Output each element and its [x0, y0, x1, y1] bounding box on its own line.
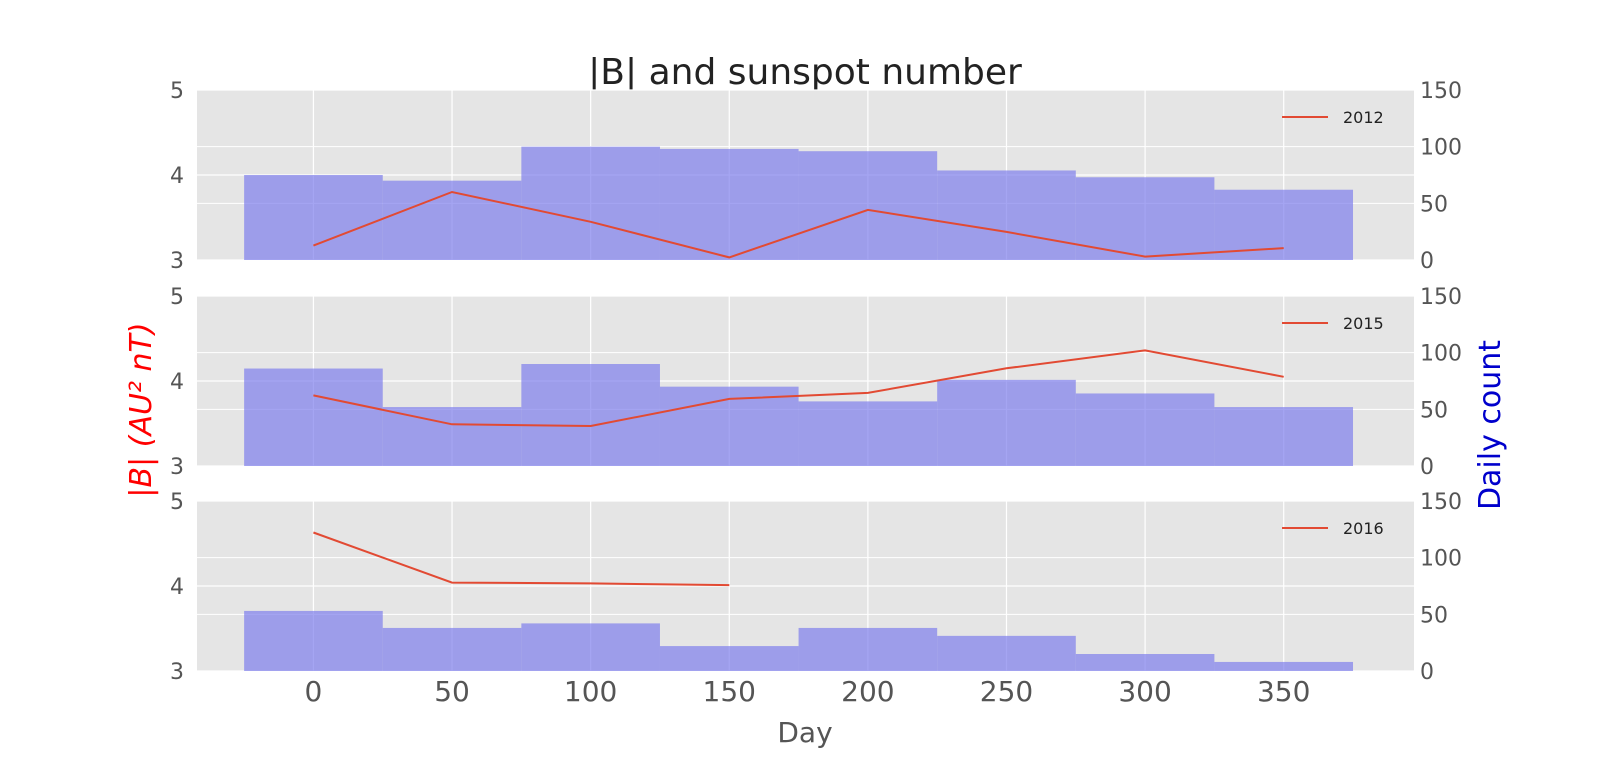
- right-tick-label: 150: [1420, 490, 1462, 515]
- bar-2012-4: [798, 151, 938, 260]
- right-tick-label: 150: [1420, 79, 1462, 104]
- left-y-axis-label: |B| (AU² nT): [124, 322, 159, 497]
- bar-2012-0: [244, 175, 383, 260]
- left-tick-label: 4: [170, 164, 184, 189]
- line-series-2015: [313, 349, 1284, 428]
- right-tick-label: 100: [1420, 136, 1462, 161]
- legend-label-2012: 2012: [1343, 108, 1384, 127]
- bar-2012-2: [521, 146, 660, 260]
- x-tick-label: 0: [305, 675, 323, 708]
- chart-panels: 3450501001502012345050100150201534505010…: [170, 79, 1462, 708]
- x-tick-label: 100: [564, 675, 617, 708]
- bar-2015-1: [382, 407, 522, 466]
- bar-2015-7: [1214, 407, 1354, 466]
- bar-2016-3: [659, 646, 799, 671]
- right-tick-label: 100: [1420, 342, 1462, 367]
- bar-2012-3: [659, 148, 799, 260]
- bar-2012-7: [1214, 189, 1354, 260]
- x-tick-label: 300: [1118, 675, 1171, 708]
- right-tick-label: 100: [1420, 547, 1462, 572]
- left-tick-label: 3: [170, 455, 184, 480]
- line-series-2012: [313, 190, 1284, 259]
- x-tick-label: 50: [434, 675, 470, 708]
- bar-2016-5: [937, 635, 1076, 671]
- left-tick-label: 4: [170, 575, 184, 600]
- left-tick-label: 5: [170, 79, 184, 104]
- legend-label-2016: 2016: [1343, 519, 1384, 538]
- bar-2016-2: [521, 623, 660, 671]
- right-y-axis-label: Daily count: [1473, 340, 1508, 510]
- left-tick-label: 5: [170, 285, 184, 310]
- chart-title: |B| and sunspot number: [588, 52, 1022, 93]
- bar-2015-6: [1075, 393, 1215, 466]
- bar-2015-4: [798, 401, 938, 466]
- bar-2016-4: [798, 627, 938, 671]
- x-tick-label: 250: [980, 675, 1033, 708]
- bar-2012-5: [937, 170, 1076, 260]
- legend-label-2015: 2015: [1343, 314, 1384, 333]
- left-tick-label: 4: [170, 370, 184, 395]
- right-tick-label: 50: [1420, 398, 1448, 423]
- bar-2012-1: [382, 180, 522, 260]
- x-tick-label: 150: [703, 675, 756, 708]
- bar-2015-0: [244, 368, 383, 466]
- line-series-2016: [313, 531, 730, 587]
- left-tick-label: 3: [170, 660, 184, 685]
- right-tick-label: 0: [1420, 660, 1434, 685]
- left-tick-label: 3: [170, 249, 184, 274]
- bar-2015-5: [937, 379, 1076, 466]
- right-tick-label: 150: [1420, 285, 1462, 310]
- bar-2016-7: [1214, 661, 1354, 671]
- x-tick-label: 200: [841, 675, 894, 708]
- bar-2016-0: [244, 610, 383, 671]
- x-axis-label: Day: [777, 716, 832, 749]
- left-tick-label: 5: [170, 490, 184, 515]
- bar-2016-1: [382, 627, 522, 671]
- right-tick-label: 50: [1420, 603, 1448, 628]
- bar-2015-2: [521, 364, 660, 466]
- right-tick-label: 0: [1420, 249, 1434, 274]
- bar-2012-6: [1075, 177, 1215, 260]
- right-tick-label: 50: [1420, 192, 1448, 217]
- right-tick-label: 0: [1420, 455, 1434, 480]
- bar-2016-6: [1075, 654, 1215, 671]
- x-tick-label: 350: [1257, 675, 1310, 708]
